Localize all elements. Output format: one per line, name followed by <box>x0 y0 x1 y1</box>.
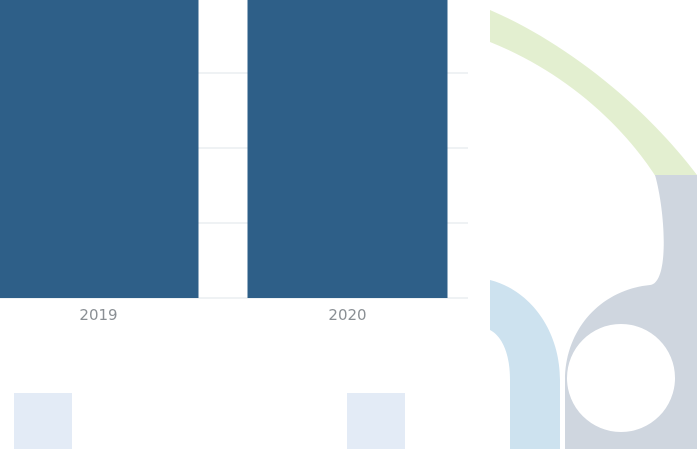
decor-lightblue-arc <box>490 280 560 449</box>
x-tick-labels: 2019 2020 <box>79 306 366 324</box>
x-tick-label-2020: 2020 <box>328 306 366 324</box>
bars <box>0 0 448 298</box>
decor-green-arc <box>490 10 697 180</box>
decor-paleblue-bar-left <box>14 393 72 449</box>
decor-paleblue-bar-right <box>347 393 405 449</box>
bar-2020 <box>247 0 448 298</box>
decor-white-circle <box>567 324 675 432</box>
x-tick-label-2019: 2019 <box>79 306 117 324</box>
bar-2019 <box>0 0 199 298</box>
